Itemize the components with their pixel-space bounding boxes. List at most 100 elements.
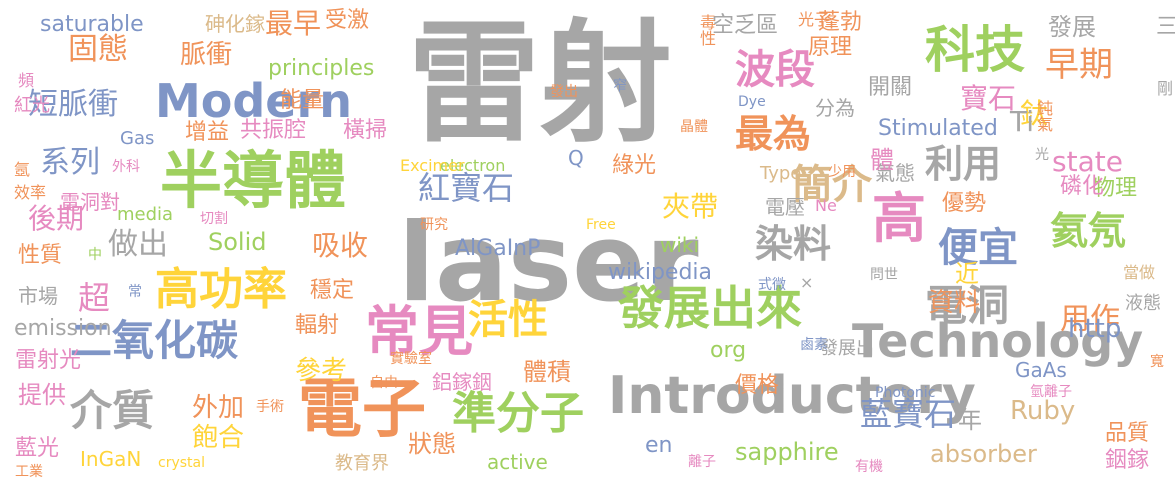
cloud-word: 切割 [200, 211, 228, 227]
cloud-word: 手術 [256, 399, 284, 415]
cloud-word: principles [268, 56, 375, 81]
cloud-word: 提供 [18, 381, 66, 409]
cloud-word: 教育界 [335, 453, 389, 474]
cloud-word: 鹵素 [800, 337, 828, 353]
cloud-word: Free [586, 217, 616, 233]
cloud-word: 近 [955, 260, 979, 288]
cloud-word: 做出 [108, 227, 168, 262]
cloud-word: Ruby [1010, 396, 1076, 426]
cloud-word: 空乏區 [712, 13, 779, 38]
cloud-word: 電洞 [925, 281, 1010, 330]
cloud-word: 準分子 [452, 388, 584, 439]
cloud-word: 光子 [798, 10, 831, 29]
cloud-word: 夾帶 [662, 190, 719, 223]
cloud-word: 高 [872, 187, 926, 250]
cloud-word: 鋁鎵銦 [432, 370, 492, 394]
cloud-word: 簡介 [792, 162, 872, 208]
cloud-word: GaAs [1015, 358, 1067, 382]
cloud-word: 氫離子 [1030, 384, 1072, 400]
cloud-word: 藍寶石 [860, 395, 957, 433]
cloud-word: electron [440, 156, 506, 175]
cloud-word: 研究 [420, 217, 448, 233]
cloud-word: 電子 [298, 373, 426, 447]
cloud-word: Stimulated [878, 116, 998, 141]
cloud-word: media [117, 204, 174, 225]
cloud-word: 常見 [365, 300, 473, 363]
cloud-word: 外加 [192, 393, 245, 423]
cloud-word: 氣態 [875, 161, 915, 185]
cloud-word: 鈦 [1020, 97, 1049, 130]
cloud-word: 鈍氣 [1034, 100, 1053, 132]
cloud-word: 能量 [280, 88, 325, 113]
cloud-word: 毒性 [697, 14, 716, 46]
cloud-word: 自由 [370, 375, 398, 391]
cloud-word: × [800, 273, 814, 292]
cloud-word: 少用 [828, 164, 856, 180]
cloud-word: 磷化 [1060, 174, 1105, 199]
cloud-word: 雷射 [408, 7, 672, 161]
cloud-word: 銦鎵 [1105, 448, 1150, 473]
cloud-word: 發展出來 [618, 281, 802, 335]
cloud-word: 共振腔 [240, 118, 307, 143]
cloud-word: Photonic [875, 385, 936, 401]
cloud-word: wikipedia [608, 260, 713, 285]
cloud-word: 後期 [28, 202, 85, 235]
cloud-word: sapphire [735, 438, 839, 466]
cloud-word: 電壓 [765, 195, 805, 219]
cloud-word: active [487, 450, 548, 474]
cloud-word: 當做 [1123, 263, 1156, 282]
cloud-word: 系列 [40, 145, 100, 180]
cloud-word: 資料 [928, 288, 981, 318]
cloud-word: 波段 [735, 47, 815, 93]
cloud-word: Excimer [400, 156, 465, 175]
cloud-word: Ti [1010, 105, 1035, 138]
cloud-word: 三 [1152, 14, 1175, 36]
cloud-word: 發出 [550, 84, 578, 100]
cloud-word: 離子 [688, 454, 716, 470]
cloud-word: Q [568, 146, 584, 170]
cloud-word: 狀態 [408, 430, 456, 458]
cloud-word: 橫掃 [343, 118, 388, 143]
cloud-word: 超 [78, 279, 111, 317]
cloud-word: emission [14, 316, 112, 341]
cloud-word: Introductory [608, 366, 976, 426]
cloud-word: 實驗室 [390, 351, 432, 367]
cloud-word: 穩定 [310, 278, 355, 303]
cloud-word: absorber [930, 440, 1037, 468]
cloud-word: AlGaInP [455, 236, 541, 261]
cloud-word: 氦氖 [1050, 209, 1127, 253]
cloud-word: laser [398, 201, 699, 326]
cloud-word: Solid [208, 228, 267, 256]
cloud-word: 頻 [18, 71, 35, 90]
cloud-word: Type [760, 163, 802, 184]
cloud-word: 利用 [925, 142, 1002, 186]
cloud-word: http [1068, 314, 1122, 344]
cloud-word: 液態 [1125, 293, 1161, 314]
cloud-word: 原理 [808, 35, 853, 60]
cloud-word: 物理 [1093, 176, 1138, 201]
cloud-word: 吸收 [312, 229, 369, 262]
cloud-word: 蓬勃 [818, 10, 863, 35]
cloud-word: 優勢 [942, 191, 987, 216]
cloud-word: Gas [120, 128, 155, 149]
cloud-word: 綠光 [612, 153, 657, 178]
cloud-word: 藍光 [15, 436, 60, 461]
cloud-word: 工業 [15, 464, 43, 480]
cloud-word: 紅光 [14, 95, 50, 116]
cloud-word: 短脈衝 [28, 87, 118, 122]
cloud-word: 染料 [755, 222, 832, 266]
cloud-word: 發展出 [820, 338, 874, 359]
cloud-word: 飽合 [192, 423, 245, 453]
cloud-word: 窄 [611, 78, 627, 92]
cloud-word: 最早 [265, 7, 322, 40]
cloud-word: wiki [660, 233, 700, 257]
cloud-word: 介質 [70, 386, 155, 435]
cloud-word: 增益 [185, 120, 230, 145]
cloud-word: 電洞對 [60, 190, 120, 214]
cloud-word: Modern [155, 74, 352, 128]
cloud-word: 科技 [925, 21, 1025, 79]
cloud-word: 寬 [1150, 354, 1164, 370]
cloud-word: crystal [158, 455, 205, 471]
cloud-word: Technology [852, 314, 1144, 368]
